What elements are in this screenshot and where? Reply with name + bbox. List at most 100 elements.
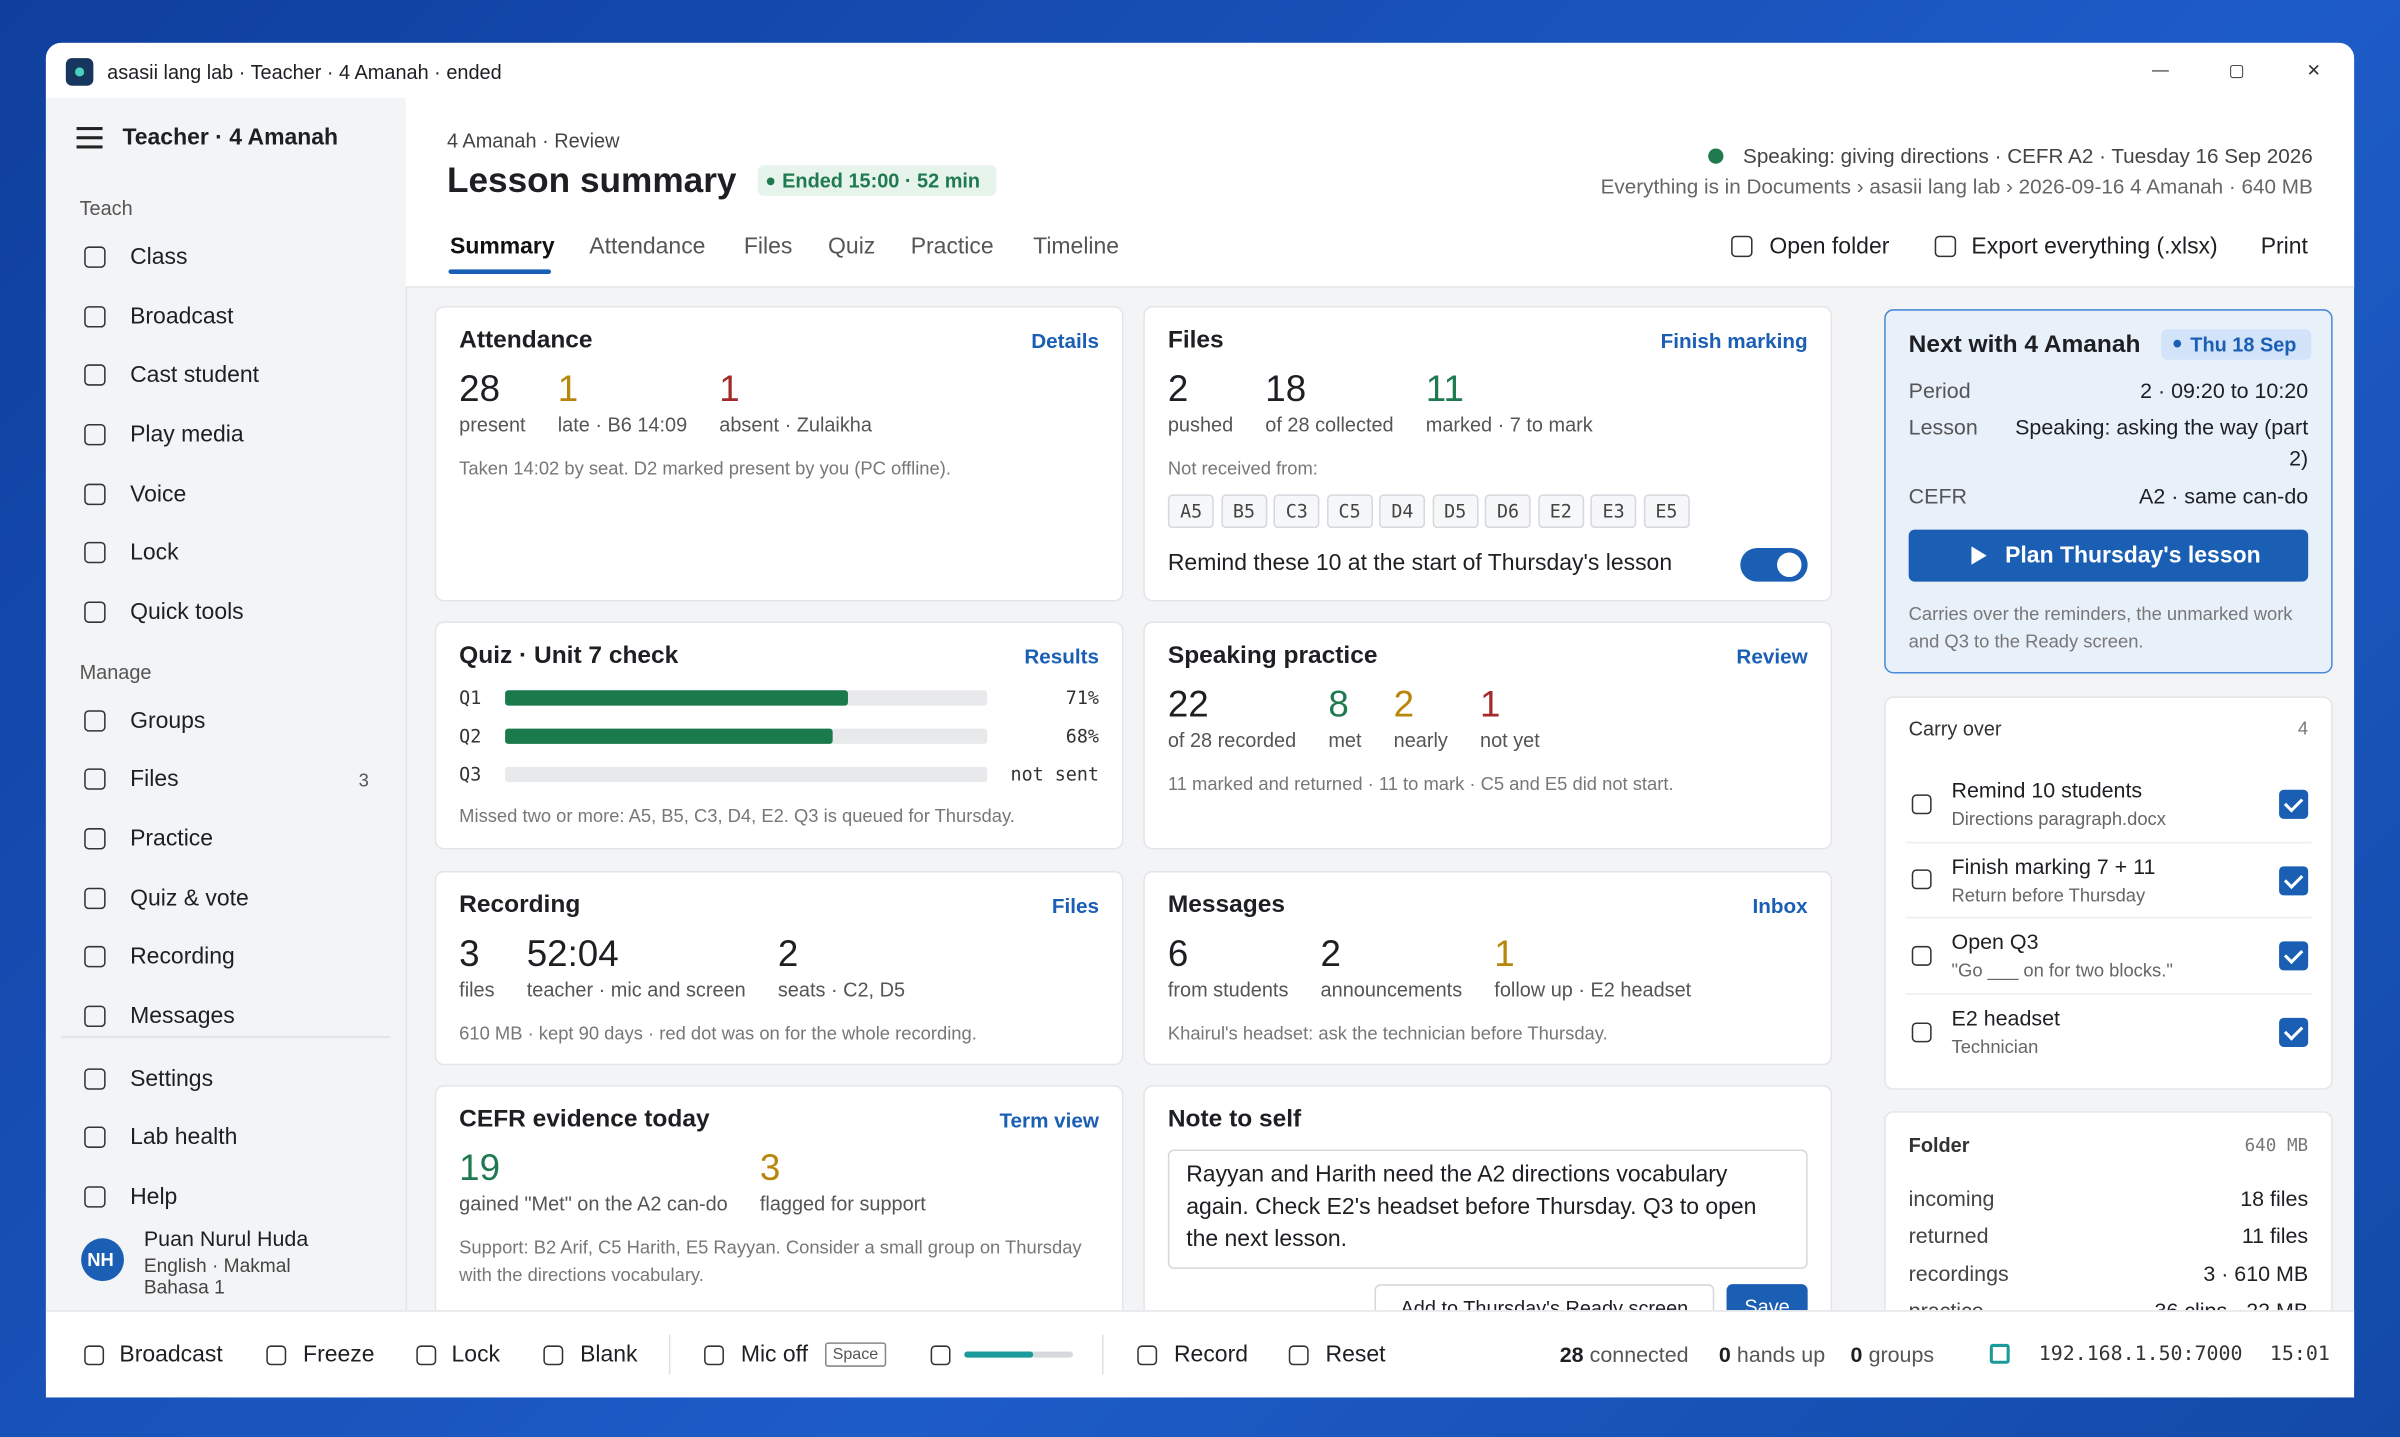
window-control[interactable]: ▢: [2228, 61, 2245, 81]
toolbar-button[interactable]: Blank: [580, 1341, 638, 1368]
nav-item[interactable]: Files: [130, 766, 179, 793]
bar: [505, 690, 848, 706]
nav-item[interactable]: Settings: [130, 1066, 214, 1093]
tab[interactable]: Practice: [910, 233, 994, 260]
stat-value: 1: [719, 368, 740, 411]
tab[interactable]: Timeline: [1033, 233, 1120, 260]
checkbox[interactable]: [2279, 865, 2309, 895]
app-icon-dot: [74, 67, 85, 77]
title-bar: [45, 42, 2355, 100]
tab[interactable]: Summary: [449, 233, 555, 260]
tab[interactable]: Quiz: [828, 233, 876, 260]
stat-label: teacher · mic and screen: [526, 978, 746, 1002]
icon: [1136, 1344, 1157, 1365]
stat-label: of 28 collected: [1265, 413, 1394, 437]
window-control[interactable]: ✕: [2306, 61, 2321, 81]
card-link[interactable]: Inbox: [1752, 894, 1808, 918]
stat: 3 files: [459, 933, 494, 1001]
nav-item[interactable]: Quick tools: [130, 599, 244, 626]
button[interactable]: Add to Thursday's Ready screen: [1374, 1284, 1715, 1311]
card-title: Recording: [459, 892, 581, 919]
row-value: A2 · same can-do: [2139, 483, 2309, 509]
card-link[interactable]: Term view: [999, 1108, 1099, 1132]
nav-item[interactable]: Class: [130, 244, 188, 271]
textarea[interactable]: [1167, 1149, 1808, 1269]
stat-value: 1: [1494, 933, 1515, 975]
tab[interactable]: Attendance: [589, 233, 706, 260]
item-title: E2 headset: [1951, 1005, 2060, 1031]
card: [434, 1085, 1124, 1311]
nav-item[interactable]: Quiz & vote: [130, 885, 249, 912]
checkbox[interactable]: [2279, 941, 2309, 972]
stat: 22 of 28 recorded: [1167, 684, 1296, 752]
nav-item[interactable]: Groups: [130, 707, 206, 734]
stat-value: 22: [1167, 684, 1209, 726]
icon: [84, 828, 106, 850]
item-sub: Directions paragraph.docx: [1951, 808, 2166, 830]
stat-label: met: [1328, 728, 1362, 752]
window-control[interactable]: —: [2152, 61, 2169, 80]
item-title: Remind 10 students: [1951, 777, 2143, 803]
toolbar-button[interactable]: Broadcast: [119, 1341, 223, 1368]
key-hint: Space: [824, 1342, 886, 1367]
action-button[interactable]: Open folder: [1769, 233, 1890, 260]
nav-item[interactable]: Voice: [130, 481, 187, 508]
card-link[interactable]: Review: [1736, 645, 1808, 669]
panel-title: Carry over: [1908, 717, 2002, 741]
card-title: Speaking practice: [1167, 642, 1378, 669]
checkbox[interactable]: [2279, 789, 2309, 819]
note: Khairul's headset: ask the technician be…: [1167, 1022, 1608, 1044]
stat: 1 late · B6 14:09: [558, 370, 687, 437]
card-link[interactable]: Details: [1031, 329, 1099, 353]
stat: 11 marked · 7 to mark: [1426, 370, 1593, 437]
content: Attendance Details 28 present 1 late · B6 14:…: [434, 306, 2333, 1311]
toolbar-button[interactable]: Record: [1173, 1341, 1248, 1368]
stat-value: 2: [1167, 368, 1189, 411]
icon: [1934, 235, 1957, 258]
action-button[interactable]: Print: [2260, 233, 2308, 260]
icon: [84, 887, 106, 910]
stat-value: 3: [459, 933, 480, 975]
nav-item[interactable]: Broadcast: [130, 303, 234, 330]
action-button[interactable]: Export everything (.xlsx): [1971, 233, 2218, 260]
toolbar-button[interactable]: Lock: [451, 1341, 501, 1368]
tab[interactable]: Files: [743, 233, 793, 260]
row-label: practice: [1908, 1297, 1984, 1311]
status-count: 0: [1850, 1342, 1863, 1367]
nav-item[interactable]: Lab health: [130, 1124, 238, 1151]
card-title: Files: [1167, 327, 1224, 354]
card-link[interactable]: Finish marking: [1660, 329, 1808, 353]
nav-item[interactable]: Practice: [130, 825, 214, 852]
next-panel: [1884, 309, 2333, 674]
nav-item[interactable]: Recording: [130, 943, 235, 970]
stat-value: 1: [1480, 684, 1501, 726]
toolbar-button[interactable]: Reset: [1325, 1341, 1386, 1368]
checkbox[interactable]: [2279, 1018, 2309, 1048]
nav-item[interactable]: Help: [130, 1183, 178, 1210]
nav-item[interactable]: Cast student: [130, 361, 260, 389]
icon: [84, 710, 106, 732]
card-link[interactable]: Files: [1051, 894, 1099, 918]
row-value: 18 files: [2240, 1186, 2309, 1211]
badge-dot: [2173, 339, 2182, 348]
live-dot: [1708, 148, 1724, 164]
nav-item[interactable]: Play media: [130, 421, 244, 448]
toolbar: [45, 1310, 2355, 1398]
stat: 28 present: [459, 370, 525, 437]
button[interactable]: Save: [1726, 1284, 1808, 1311]
stat: 3 flagged for support: [760, 1149, 926, 1216]
nav-item[interactable]: Messages: [130, 1003, 235, 1030]
stat-value: 19: [459, 1147, 501, 1190]
nav-item[interactable]: Lock: [130, 539, 179, 566]
toolbar-button[interactable]: Mic off: [740, 1341, 809, 1368]
stat-label: follow up · E2 headset: [1494, 978, 1692, 1002]
stat-label: nearly: [1393, 728, 1448, 752]
row-label: recordings: [1908, 1260, 2009, 1286]
breadcrumb: 4 Amanah · Review: [446, 129, 620, 153]
card-link[interactable]: Results: [1024, 645, 1099, 669]
status-count: 0: [1718, 1342, 1731, 1367]
toolbar-button[interactable]: Freeze: [303, 1341, 375, 1368]
tab-underline: [448, 269, 552, 274]
icon: [542, 1344, 563, 1365]
icon: [84, 768, 106, 790]
